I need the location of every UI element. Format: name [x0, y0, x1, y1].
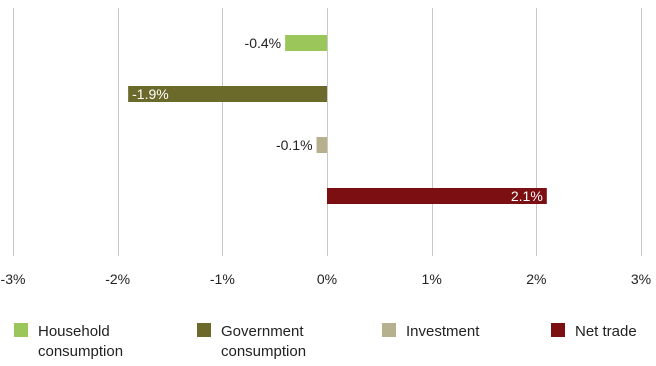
legend-label-line-1: Household: [38, 323, 110, 340]
legend-label-line-1: Investment: [406, 323, 480, 340]
x-axis-tick-labels: -3% -2% -1% 0% 1% 2% 3%: [1, 271, 652, 287]
data-label-household-consumption: -0.4%: [245, 35, 282, 51]
legend-swatch-household-consumption: [14, 323, 28, 337]
bar-household-consumption: [285, 35, 327, 51]
legend-item-government-consumption: Government consumption: [197, 322, 306, 362]
legend-label-government-consumption: Government consumption: [221, 322, 306, 362]
data-label-investment: -0.1%: [276, 137, 313, 153]
legend-label-line-2: consumption: [221, 343, 307, 360]
legend-label-household-consumption: Household consumption: [38, 322, 123, 362]
bar-net-trade: [327, 188, 547, 204]
bar-government-consumption: [128, 86, 327, 102]
legend-swatch-investment: [382, 323, 396, 337]
x-tick-label: -1%: [210, 271, 235, 287]
x-tick-label: 3%: [631, 271, 651, 287]
legend-label-line-1: Government: [221, 323, 304, 340]
legend-label-line-2: consumption: [38, 343, 124, 360]
legend: Household consumption Government consump…: [0, 322, 656, 366]
data-label-net-trade: 2.1%: [511, 188, 543, 204]
x-tick-label: 2%: [526, 271, 546, 287]
bar-investment: [316, 137, 327, 153]
legend-item-household-consumption: Household consumption: [14, 322, 123, 362]
x-tick-label: -2%: [105, 271, 130, 287]
bar-chart: -0.4% -1.9% -0.1% 2.1% -3% -2% -1% 0% 1% 2% 3%: [1, 8, 652, 287]
legend-label-line-1: Net trade: [575, 323, 637, 340]
x-tick-label: -3%: [1, 271, 26, 287]
legend-item-investment: Investment: [382, 322, 479, 342]
legend-label-investment: Investment: [406, 322, 479, 342]
legend-label-net-trade: Net trade: [575, 322, 637, 342]
legend-swatch-net-trade: [551, 323, 565, 337]
legend-swatch-government-consumption: [197, 323, 211, 337]
x-tick-label: 0%: [317, 271, 337, 287]
data-labels-group: -0.4% -1.9% -0.1% 2.1%: [132, 35, 543, 204]
gridlines: [13, 8, 642, 256]
bars-group: [128, 35, 547, 204]
legend-item-net-trade: Net trade: [551, 322, 637, 342]
x-tick-label: 1%: [422, 271, 442, 287]
data-label-government-consumption: -1.9%: [132, 86, 169, 102]
